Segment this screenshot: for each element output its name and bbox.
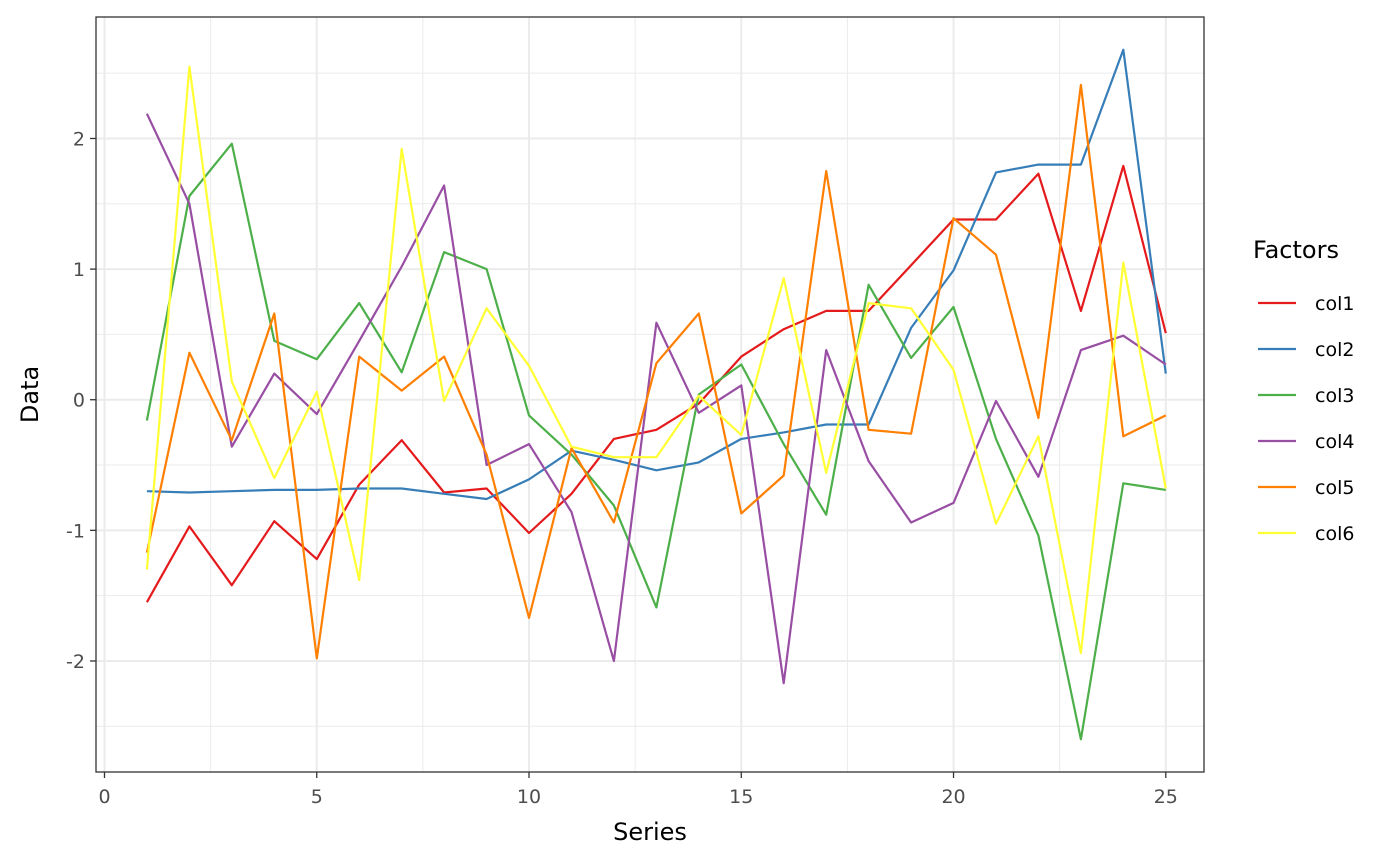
y-tick-label: -2	[66, 651, 85, 673]
series-line-col1	[145, 164, 1167, 603]
legend-label-col5: col5	[1315, 477, 1354, 499]
x-tick-label: 15	[729, 786, 753, 808]
legend-label-col6: col6	[1315, 523, 1354, 545]
series-line-col6	[145, 65, 1167, 655]
x-tick-label: 25	[1154, 786, 1178, 808]
y-axis-title: Data	[16, 366, 44, 423]
y-axis: -2 -1 0 1 2	[66, 128, 96, 673]
series-line-col4	[145, 113, 1167, 685]
legend-label-col2: col2	[1315, 339, 1354, 361]
legend-title: Factors	[1253, 236, 1339, 264]
plot-panel-border	[95, 16, 1205, 773]
legend: Factors col1 col2 col3 col4 col5 col6	[1253, 236, 1354, 545]
x-tick-label: 0	[98, 786, 110, 808]
y-tick-label: 0	[73, 390, 85, 412]
series-line-col3	[145, 142, 1166, 741]
legend-label-col1: col1	[1315, 293, 1354, 315]
series-lines	[145, 48, 1167, 741]
series-line-col5	[145, 83, 1167, 660]
y-tick-label: -1	[66, 520, 85, 542]
x-axis-title: Series	[613, 818, 687, 846]
x-tick-label: 20	[941, 786, 965, 808]
series-line-col2	[146, 48, 1167, 501]
legend-label-col4: col4	[1315, 431, 1354, 453]
x-tick-label: 10	[517, 786, 541, 808]
x-tick-label: 5	[311, 786, 323, 808]
x-axis: 0 5 10 15 20 25	[98, 772, 1178, 808]
y-tick-label: 2	[73, 128, 85, 150]
legend-label-col3: col3	[1315, 385, 1354, 407]
y-tick-label: 1	[73, 259, 85, 281]
